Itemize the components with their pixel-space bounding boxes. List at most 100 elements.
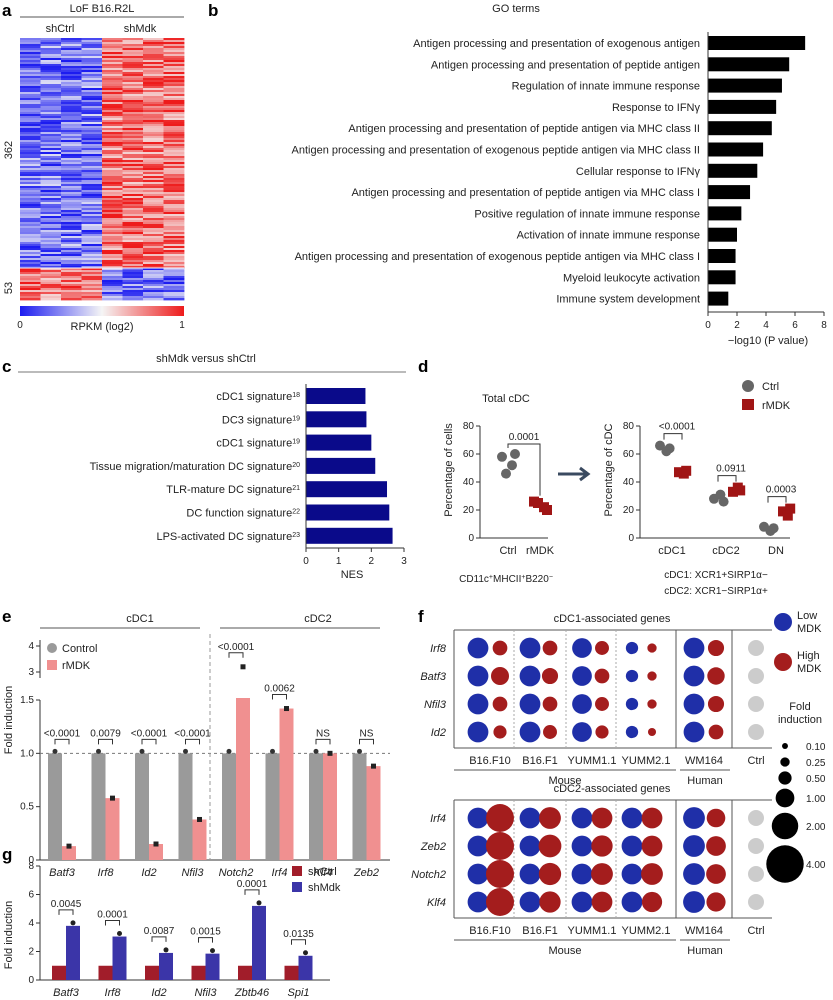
heatmap-cell	[40, 166, 62, 169]
heatmap-cell	[61, 140, 82, 143]
heatmap-cell	[20, 254, 41, 257]
heatmap-cell	[20, 238, 41, 241]
heatmap-cell	[81, 282, 103, 285]
heatmap-cell	[20, 232, 41, 235]
heatmap-cell	[163, 120, 185, 123]
go-term-label: Regulation of innate immune response	[512, 81, 700, 93]
heatmap-cell	[81, 90, 103, 93]
heatmap-cell	[143, 168, 164, 171]
heatmap-cell	[20, 74, 41, 77]
heatmap-cell	[163, 196, 185, 199]
heatmap-cell	[122, 48, 144, 51]
g-pvalue: 0.0001	[237, 879, 268, 890]
panel-label-c: c	[2, 357, 11, 376]
go-term-label: Antigen processing and presentation of e…	[295, 251, 700, 263]
heatmap-cell	[81, 156, 103, 159]
heatmap-cell	[163, 186, 185, 189]
heatmap-cell	[102, 112, 123, 115]
heatmap-cell	[20, 284, 41, 287]
e-legend-rmdk-marker	[47, 660, 57, 670]
heatmap-cell	[143, 188, 164, 191]
nes-bar	[306, 411, 367, 428]
dot-low-mdk	[625, 641, 639, 655]
heatmap-cell	[81, 66, 103, 69]
heatmap-cell	[122, 72, 144, 75]
dot-gene-label: Notch2	[411, 869, 446, 881]
heatmap-cell	[20, 128, 41, 131]
heatmap-cell	[40, 280, 62, 283]
heatmap-cell	[20, 186, 41, 189]
heatmap-cell	[20, 106, 41, 109]
e-rmdk-bar	[149, 844, 163, 860]
heatmap-cell	[102, 256, 123, 259]
heatmap-cell	[102, 132, 123, 135]
heatmap-cell	[40, 164, 62, 167]
go-term-bar	[708, 36, 806, 50]
heatmap-cell	[61, 128, 82, 131]
nes-title: shMdk versus shCtrl	[156, 353, 256, 365]
go-term-label: Response to IFNγ	[612, 102, 701, 114]
heatmap-cell	[143, 132, 164, 135]
g-shmdk-bar	[205, 953, 220, 980]
heatmap-cell	[163, 212, 185, 215]
heatmap-cell	[143, 256, 164, 259]
heatmap-cell	[163, 144, 185, 147]
heatmap-cell	[122, 224, 144, 227]
heatmap-cell	[122, 272, 144, 275]
heatmap-cell	[122, 76, 144, 79]
heatmap-cell	[163, 190, 185, 193]
heatmap-cell	[163, 146, 185, 149]
heatmap-cell	[143, 268, 164, 271]
dot-species-human: Human	[687, 945, 722, 957]
heatmap-cell	[20, 66, 41, 69]
heatmap-cell	[163, 218, 185, 221]
dot-low-mdk	[683, 863, 705, 885]
heatmap-cell	[40, 72, 62, 75]
heatmap-cell	[40, 248, 62, 251]
heatmap-cell	[20, 60, 41, 63]
heatmap-cell	[122, 286, 144, 289]
heatmap-cell	[81, 82, 103, 85]
dot-matrix-panel: cDC1-associated genes Irf8 Batf3 Nfil3 Id2 B1…	[411, 610, 826, 957]
heatmap-cell	[40, 232, 62, 235]
e-control-point	[270, 748, 275, 754]
dot-low-mdk	[683, 835, 705, 857]
heatmap-cell	[40, 218, 62, 221]
nes-signature-label: Tissue migration/maturation DC signature…	[90, 461, 300, 473]
heatmap-cell	[102, 138, 123, 141]
g-gene-label: Spi1	[287, 987, 309, 999]
heatmap-cell	[163, 194, 185, 197]
d1-ylabel: Percentage of cells	[443, 423, 455, 517]
heatmap-cell	[143, 166, 164, 169]
heatmap-cell	[163, 64, 185, 67]
heatmap-cell	[40, 244, 62, 247]
heatmap-cell	[102, 84, 123, 87]
heatmap-cell	[61, 250, 82, 253]
heatmap-cell	[20, 196, 41, 199]
heatmap-cell	[143, 220, 164, 223]
heatmap-cell	[81, 170, 103, 173]
heatmap-cell	[20, 182, 41, 185]
heatmap-cell	[81, 72, 103, 75]
go-term-bar	[708, 121, 772, 136]
heatmap-cell	[81, 142, 103, 145]
heatmap-cell	[40, 190, 62, 193]
heatmap-cell	[61, 98, 82, 101]
nes-xtick: 1	[336, 556, 342, 567]
dot-low-mdk	[572, 638, 592, 658]
heatmap-cell	[163, 158, 185, 161]
heatmap-cell	[102, 222, 123, 225]
heatmap-cell	[20, 116, 41, 119]
heatmap-cell	[122, 258, 144, 261]
heatmap-cell	[163, 250, 185, 253]
heatmap-cell	[143, 226, 164, 229]
heatmap-cell	[40, 214, 62, 217]
heatmap-cell	[143, 222, 164, 225]
heatmap-cell	[102, 136, 123, 139]
dot-low-mdk	[683, 807, 705, 829]
heatmap-cell	[81, 176, 103, 179]
heatmap-cell	[20, 42, 41, 45]
heatmap-cell	[81, 124, 103, 127]
heatmap-cell	[143, 218, 164, 221]
